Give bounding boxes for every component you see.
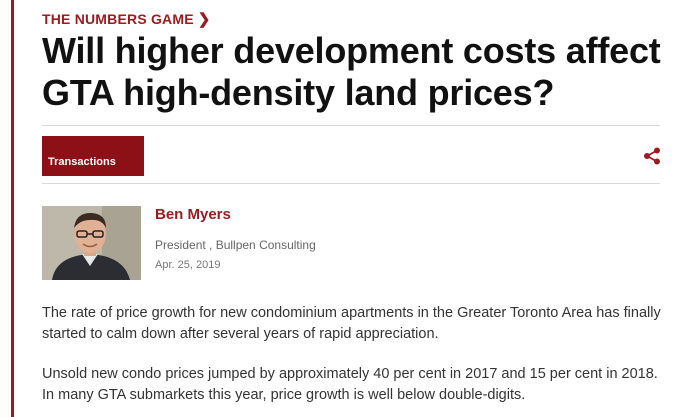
divider-bottom [42,183,660,184]
body-paragraph: Unsold new condo prices jumped by approx… [42,366,658,403]
author-name-link[interactable]: Ben Myers [155,206,231,223]
article-headline: Will higher development costs affect GTA… [42,30,661,113]
accent-left-rule [11,0,14,417]
divider-top [42,125,660,126]
body-paragraph: The rate of price growth for new condomi… [42,305,661,342]
category-tag[interactable]: Transactions [42,136,144,176]
author-role: President , Bullpen Consulting [155,238,316,252]
section-link[interactable]: THE NUMBERS GAME ❯ [42,10,211,28]
chevron-right-icon: ❯ [197,11,211,28]
publish-date: Apr. 25, 2019 [155,259,221,271]
section-label: THE NUMBERS GAME [42,11,194,27]
author-avatar [42,206,141,280]
share-icon[interactable] [642,146,662,166]
